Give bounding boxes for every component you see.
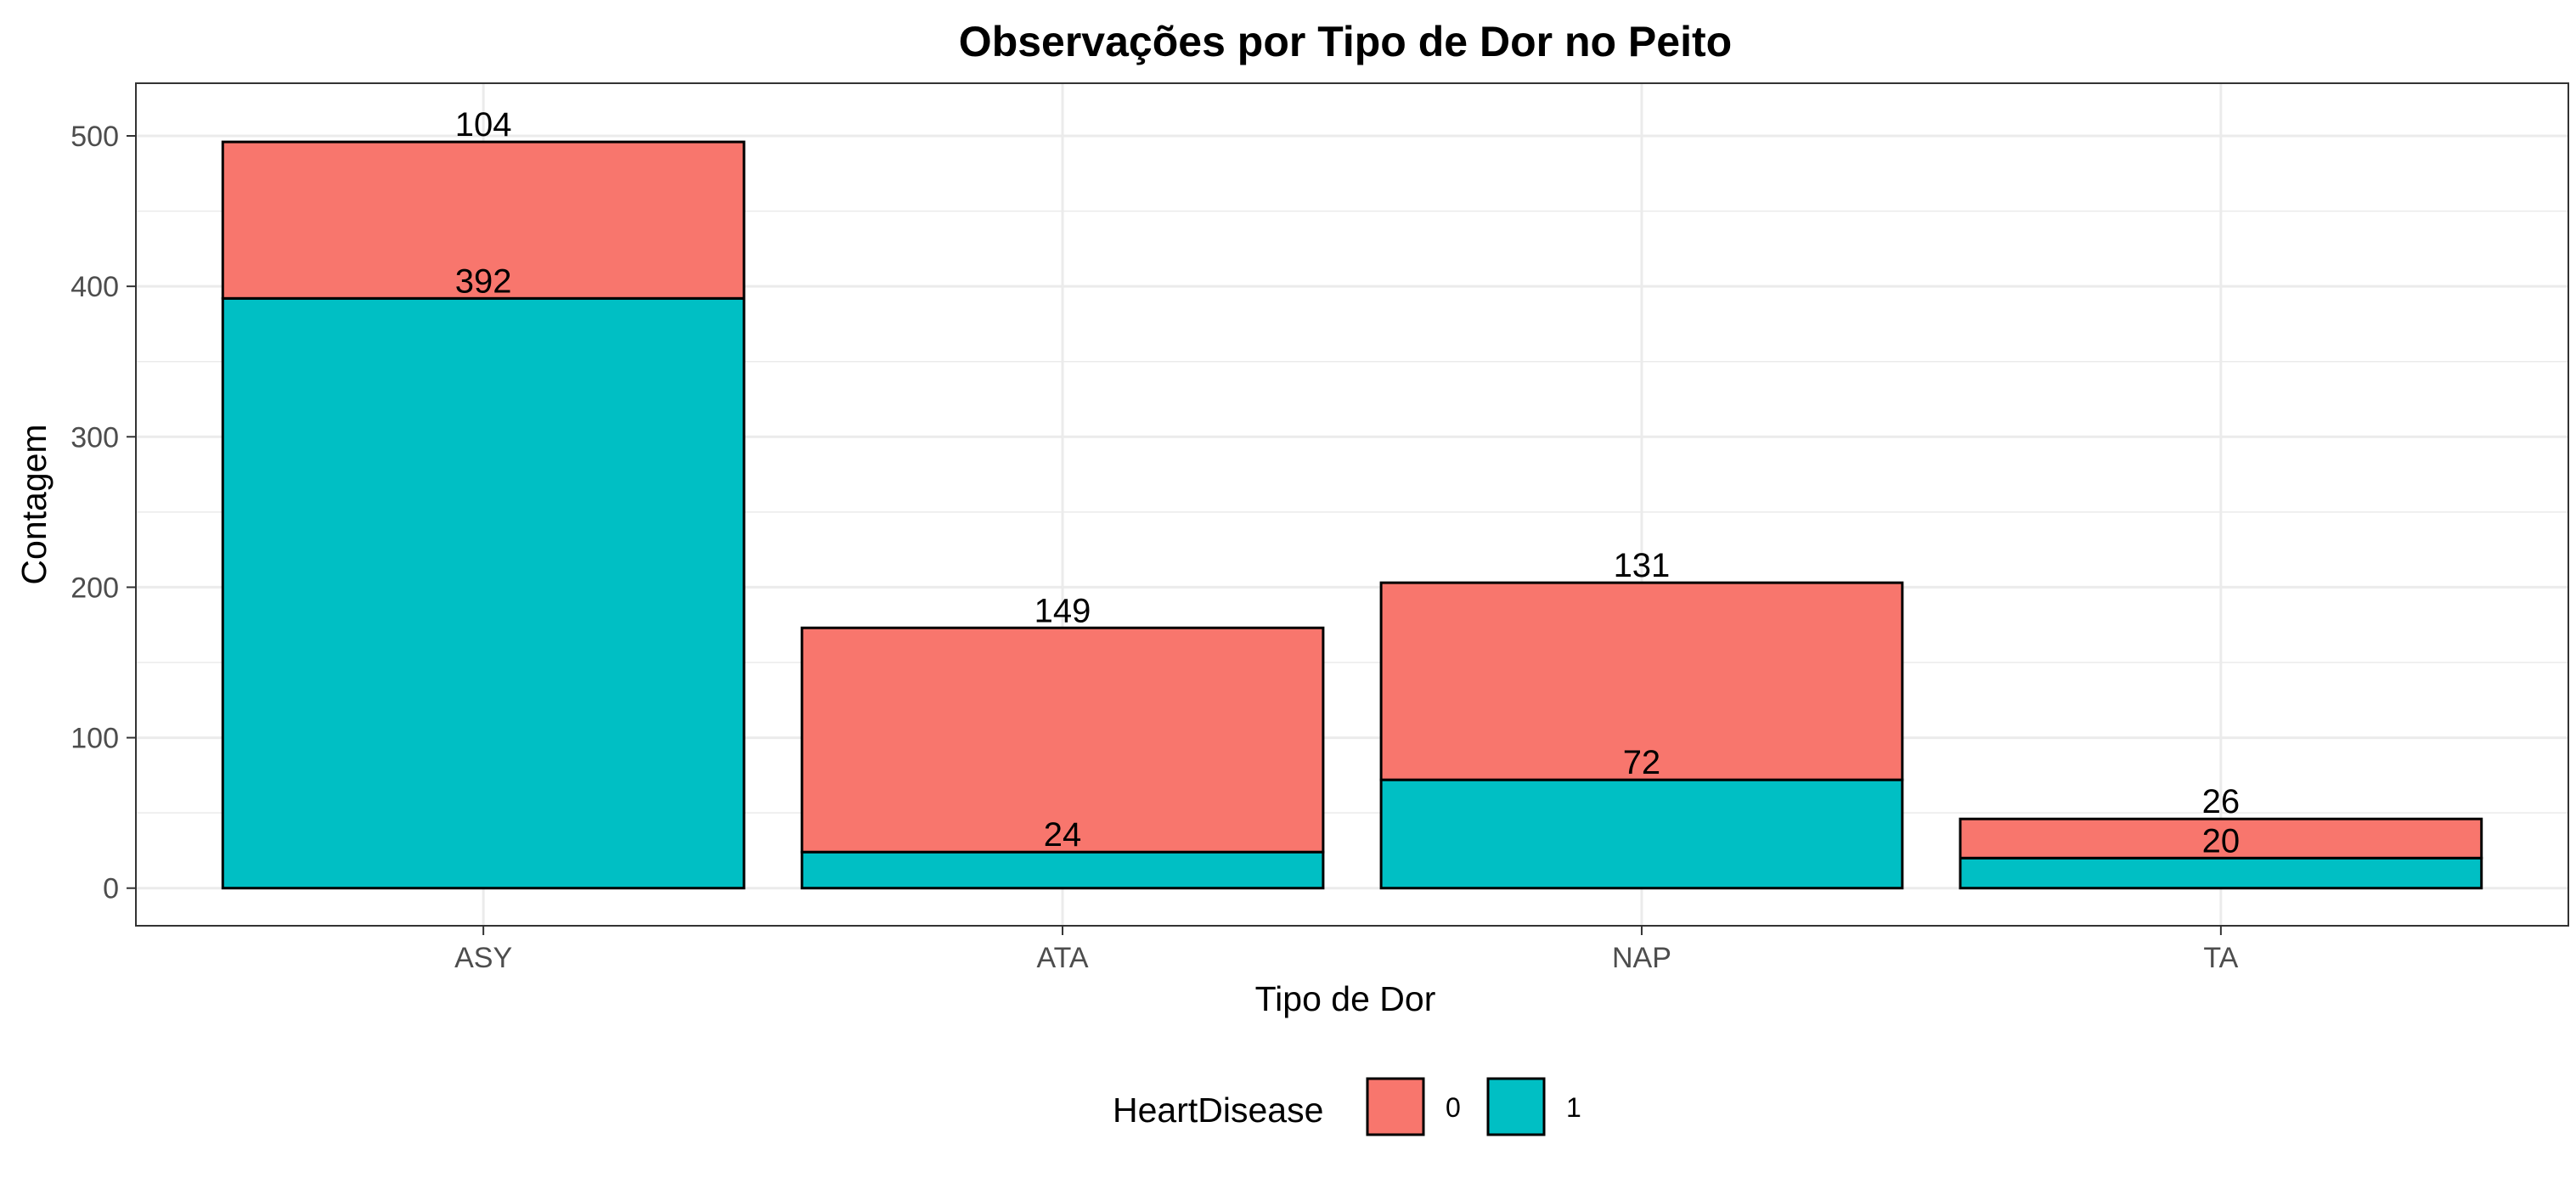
x-tick-label-asy: ASY: [454, 942, 512, 974]
legend-title: HeartDisease: [1113, 1091, 1323, 1130]
legend-key-0: [1366, 1077, 1425, 1136]
x-tick-label-ta: TA: [2203, 942, 2238, 974]
y-tick-label: 500: [70, 121, 119, 153]
bar-ta-series-0: [1959, 817, 2483, 860]
bar-nap-series-0: [1379, 581, 1904, 781]
bar-ta-series-1: [1959, 856, 2483, 890]
y-tick-label: 200: [70, 572, 119, 604]
x-tick-label-ata: ATA: [1037, 942, 1089, 974]
y-tick-label: 0: [103, 873, 119, 905]
data-label-ata-series-1: 24: [1044, 816, 1082, 854]
bar-asy-series-1: [221, 296, 746, 890]
data-label-nap-series-1: 72: [1623, 744, 1661, 781]
data-label-nap-series-0: 131: [1614, 547, 1671, 584]
bar-ata-series-1: [800, 850, 1325, 890]
y-tick-label: 300: [70, 421, 119, 454]
bar-ata-series-0: [800, 626, 1325, 854]
y-tick-label: 400: [70, 271, 119, 303]
y-axis: 0 100 200 300 400 500: [70, 121, 136, 905]
bars: [221, 140, 2483, 890]
legend-key-1: [1486, 1077, 1546, 1136]
data-label-asy-series-0: 104: [455, 106, 512, 144]
legend-label-0: 0: [1446, 1092, 1461, 1123]
data-label-ta-series-0: 26: [2202, 783, 2241, 820]
x-axis: ASY ATA NAP TA: [454, 926, 2239, 974]
data-label-ta-series-1: 20: [2202, 822, 2241, 860]
chart-title: Observações por Tipo de Dor no Peito: [959, 18, 1732, 65]
bar-asy-series-0: [221, 140, 746, 300]
legend-label-1: 1: [1566, 1092, 1581, 1123]
data-label-asy-series-1: 392: [455, 262, 512, 300]
y-tick-label: 100: [70, 723, 119, 755]
y-axis-title: Contagem: [14, 424, 54, 584]
bar-nap-series-1: [1379, 778, 1904, 890]
x-axis-title: Tipo de Dor: [1255, 979, 1436, 1018]
plot-border: [135, 82, 2569, 927]
data-label-ata-series-0: 149: [1034, 592, 1091, 629]
x-tick-label-nap: NAP: [1612, 942, 1671, 974]
